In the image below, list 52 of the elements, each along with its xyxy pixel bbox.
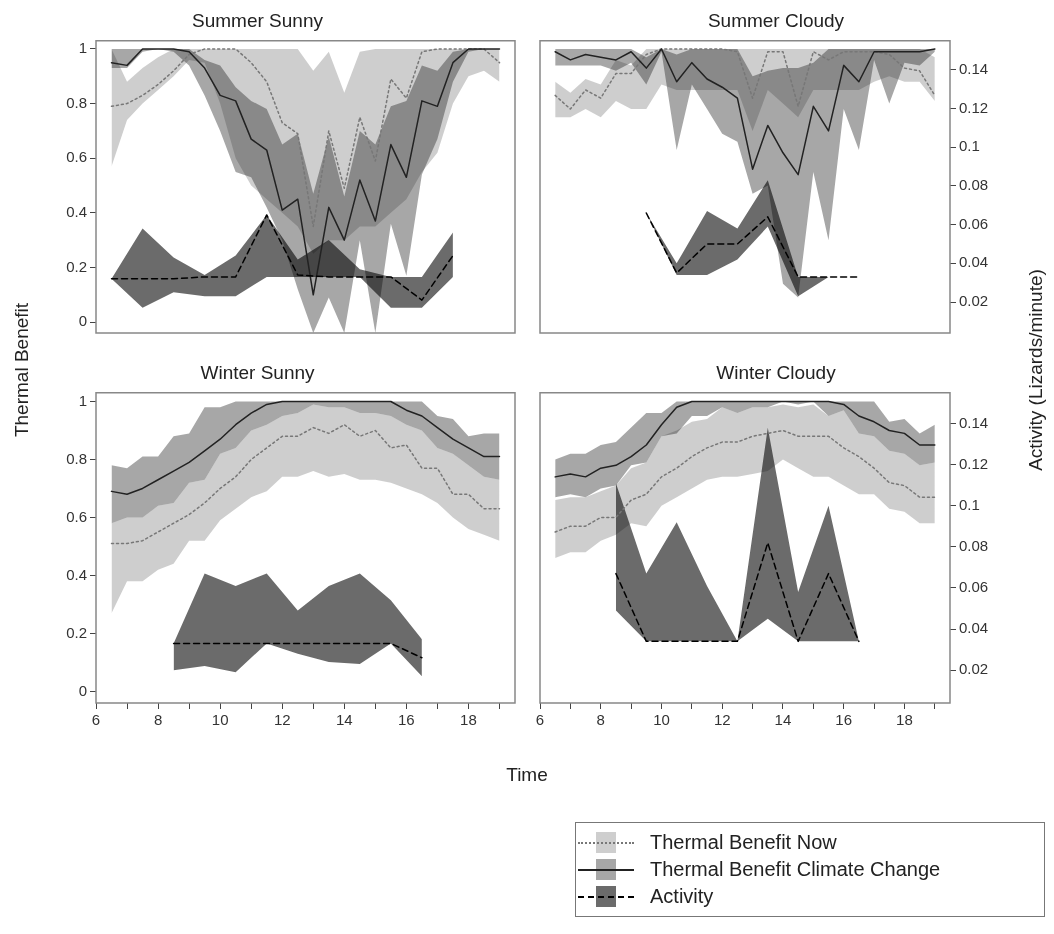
y-tick-label: 0 — [78, 312, 87, 330]
x-tick-label: 10 — [653, 711, 670, 729]
x-tick-label: 14 — [335, 711, 353, 729]
chart-title: Winter Sunny — [200, 361, 316, 383]
y-tick-label: 0.4 — [66, 565, 87, 583]
y-tick-label: 0.2 — [66, 257, 87, 275]
y2-tick-label: 0.08 — [959, 537, 989, 555]
x-tick-label: 8 — [153, 711, 163, 729]
y-tick-label: 1 — [78, 39, 87, 57]
legend-label: Activity — [650, 885, 714, 908]
y2-tick-label: 0.04 — [959, 253, 989, 271]
x-tick-label: 12 — [273, 711, 291, 729]
chart-title: Summer Sunny — [192, 9, 324, 31]
y2-tick-label: 0.12 — [959, 454, 989, 472]
y2-tick-label: 0.08 — [959, 176, 989, 194]
y2-tick-label: 0.14 — [959, 413, 989, 431]
chart-title: Winter Cloudy — [716, 361, 837, 383]
x-tick-label: 18 — [896, 711, 913, 729]
x-tick-label: 16 — [398, 711, 415, 729]
legend-label: Thermal Benefit Now — [650, 831, 837, 854]
x-tick-label: 6 — [535, 711, 545, 729]
y-tick-label: 1 — [78, 391, 87, 409]
x-axis-title: Time — [506, 764, 548, 786]
x-tick-label: 12 — [713, 711, 731, 729]
y-tick-label: 0.6 — [66, 148, 87, 166]
chart-title: Summer Cloudy — [707, 9, 845, 31]
y-tick-label: 0.8 — [66, 449, 87, 467]
line-series — [110, 423, 501, 545]
x-tick-label: 10 — [211, 711, 229, 729]
y-tick-label: 0.8 — [66, 93, 87, 111]
y2-tick-label: 0.02 — [959, 292, 989, 310]
y-tick-label: 0 — [78, 681, 87, 699]
line-series — [645, 212, 860, 278]
x-tick-label: 6 — [91, 711, 101, 729]
y2-tick-label: 0.12 — [959, 98, 989, 116]
y2-axis-title: Activity (Lizards/minute) — [1025, 269, 1047, 471]
y2-tick-label: 0.14 — [959, 59, 989, 77]
y-tick-label: 0.4 — [66, 202, 87, 220]
y2-tick-label: 0.1 — [959, 137, 980, 155]
x-tick-label: 18 — [460, 711, 477, 729]
y-tick-label: 0.2 — [66, 623, 87, 641]
x-tick-label: 16 — [835, 711, 853, 729]
legend-label: Thermal Benefit Climate Change — [650, 858, 941, 881]
y2-tick-label: 0.06 — [959, 578, 989, 596]
y-tick-label: 0.6 — [66, 507, 87, 525]
y2-tick-label: 0.1 — [959, 495, 980, 513]
x-tick-label: 14 — [774, 711, 792, 729]
y2-tick-label: 0.02 — [959, 660, 989, 678]
y2-tick-label: 0.06 — [959, 214, 989, 232]
y-axis-title: Thermal Benefit — [11, 302, 33, 438]
x-tick-label: 8 — [596, 711, 605, 729]
y2-tick-label: 0.04 — [959, 619, 989, 637]
